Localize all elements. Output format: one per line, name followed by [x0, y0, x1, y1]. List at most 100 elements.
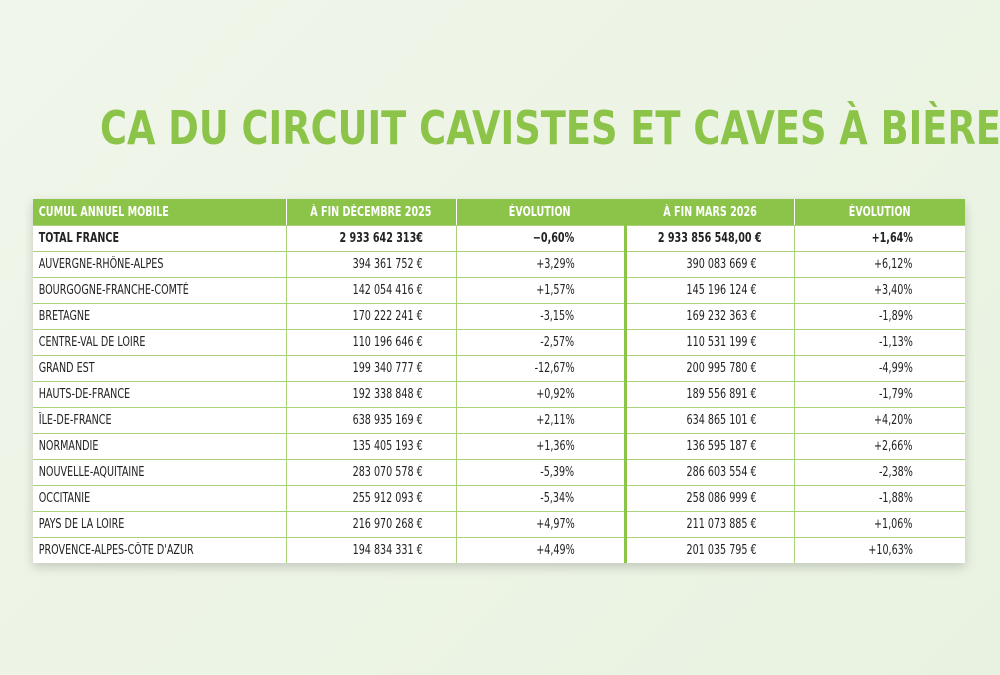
evolution-2-value: +1,64%: [794, 225, 965, 252]
fin-mars-value-text: 200 995 780 €: [686, 361, 757, 376]
evolution-2-value: -4,99%: [794, 355, 965, 382]
fin-mars-value: 286 603 554 €: [625, 459, 795, 486]
evolution-2-value-text: +1,64%: [871, 231, 913, 246]
evolution-2-value-text: +6,12%: [874, 257, 913, 272]
header-fin-mars-label: À FIN MARS 2026: [663, 204, 757, 220]
fin-decembre-value-text: 216 970 268 €: [352, 517, 423, 532]
header-evolution-2-label: ÉVOLUTION: [848, 204, 911, 220]
table-row: OCCITANIE 255 912 093 € -5,34% 258 086 999 …: [33, 485, 965, 512]
table-row: NOUVELLE-AQUITAINE 283 070 578 € -5,39% 286…: [33, 459, 965, 486]
fin-mars-value-text: 286 603 554 €: [686, 465, 757, 480]
evolution-1-value: +2,11%: [456, 407, 627, 434]
evolution-1-value: −0,60%: [456, 225, 627, 252]
evolution-1-value-text: +2,11%: [535, 413, 575, 428]
evolution-2-value-text: -1,79%: [878, 387, 913, 402]
evolution-2-value: +6,12%: [794, 251, 965, 278]
evolution-2-value: +1,06%: [794, 511, 965, 538]
evolution-2-value-text: -1,89%: [878, 309, 913, 324]
region-cell: ÎLE-DE-FRANCE: [33, 407, 287, 434]
header-fin-mars: À FIN MARS 2026: [625, 199, 795, 226]
table-row: NORMANDIE 135 405 193 € +1,36% 136 595 187 …: [33, 433, 965, 460]
region-cell: BOURGOGNE-FRANCHE-COMTÉ: [33, 277, 287, 304]
region-cell: PROVENCE-ALPES-CÔTE D'AZUR: [33, 537, 287, 563]
table-row: BRETAGNE 170 222 241 € -3,15% 169 232 363 €…: [33, 303, 965, 330]
header-evolution-2: ÉVOLUTION: [794, 199, 965, 226]
header-fin-decembre-label: À FIN DÉCEMBRE 2025: [310, 204, 432, 220]
region-cell-text: BOURGOGNE-FRANCHE-COMTÉ: [38, 283, 189, 298]
fin-mars-value-text: 201 035 795 €: [686, 543, 757, 558]
fin-decembre-value-text: 255 912 093 €: [352, 491, 423, 506]
evolution-2-value: -1,79%: [794, 381, 965, 408]
fin-decembre-value: 170 222 241 €: [286, 303, 457, 330]
region-cell-text: GRAND EST: [38, 361, 95, 376]
evolution-2-value-text: +3,40%: [874, 283, 913, 298]
evolution-1-value-text: +3,29%: [535, 257, 575, 272]
evolution-2-value-text: -4,99%: [878, 361, 913, 376]
fin-mars-value-text: 145 196 124 €: [686, 283, 757, 298]
evolution-1-value: -5,39%: [456, 459, 627, 486]
fin-mars-value: 136 595 187 €: [625, 433, 795, 460]
table-row: GRAND EST 199 340 777 € -12,67% 200 995 780…: [33, 355, 965, 382]
fin-mars-value: 2 933 856 548,00 €: [625, 225, 795, 252]
region-cell: BRETAGNE: [33, 303, 287, 330]
fin-decembre-value-text: 194 834 331 €: [352, 543, 423, 558]
region-cell-text: ÎLE-DE-FRANCE: [38, 413, 112, 428]
fin-decembre-value: 283 070 578 €: [286, 459, 457, 486]
fin-mars-value: 634 865 101 €: [625, 407, 795, 434]
region-cell: TOTAL FRANCE: [33, 225, 287, 252]
evolution-2-value-text: +10,63%: [867, 543, 913, 558]
region-cell: AUVERGNE-RHÔNE-ALPES: [33, 251, 287, 278]
evolution-1-value-text: +1,36%: [535, 439, 575, 454]
fin-decembre-value: 216 970 268 €: [286, 511, 457, 538]
fin-mars-value-text: 634 865 101 €: [686, 413, 757, 428]
table-row: PROVENCE-ALPES-CÔTE D'AZUR 194 834 331 € +…: [33, 537, 965, 563]
fin-mars-value-text: 390 083 669 €: [686, 257, 757, 272]
evolution-1-value: -5,34%: [456, 485, 627, 512]
fin-decembre-value-text: 135 405 193 €: [352, 439, 423, 454]
fin-mars-value-text: 110 531 199 €: [686, 335, 757, 350]
page-title: CA DU CIRCUIT CAVISTES ET CAVES À BIÈRES: [100, 101, 1000, 155]
region-cell-text: CENTRE-VAL DE LOIRE: [38, 335, 146, 350]
evolution-1-value-text: -5,34%: [540, 491, 575, 506]
evolution-1-value: -2,57%: [456, 329, 627, 356]
evolution-1-value: +1,57%: [456, 277, 627, 304]
table-body: TOTAL FRANCE 2 933 642 313€ −0,60% 2 933 85…: [33, 225, 965, 563]
fin-mars-value: 201 035 795 €: [625, 537, 795, 563]
evolution-2-value: -1,89%: [794, 303, 965, 330]
header-fin-decembre: À FIN DÉCEMBRE 2025: [286, 199, 457, 226]
evolution-2-value-text: +2,66%: [874, 439, 913, 454]
evolution-1-value-text: -3,15%: [540, 309, 575, 324]
evolution-2-value-text: -1,88%: [878, 491, 913, 506]
table-row: ÎLE-DE-FRANCE 638 935 169 € +2,11% 634 865 …: [33, 407, 965, 434]
evolution-2-value: -2,38%: [794, 459, 965, 486]
fin-decembre-value-text: 283 070 578 €: [352, 465, 423, 480]
evolution-2-value-text: +1,06%: [874, 517, 913, 532]
fin-mars-value: 145 196 124 €: [625, 277, 795, 304]
region-cell: GRAND EST: [33, 355, 287, 382]
total-row: TOTAL FRANCE 2 933 642 313€ −0,60% 2 933 85…: [33, 225, 965, 252]
evolution-1-value: +3,29%: [456, 251, 627, 278]
evolution-2-value: +3,40%: [794, 277, 965, 304]
fin-mars-value-text: 189 556 891 €: [686, 387, 757, 402]
region-cell-text: NORMANDIE: [38, 439, 99, 454]
region-cell-text: OCCITANIE: [38, 491, 91, 506]
region-cell: NOUVELLE-AQUITAINE: [33, 459, 287, 486]
evolution-1-value: +4,97%: [456, 511, 627, 538]
region-cell-text: HAUTS-DE-FRANCE: [38, 387, 131, 402]
evolution-2-value-text: +4,20%: [874, 413, 913, 428]
evolution-1-value-text: -12,67%: [534, 361, 575, 376]
data-table-container: CUMUL ANNUEL MOBILE À FIN DÉCEMBRE 2025 …: [33, 199, 965, 563]
fin-decembre-value-text: 394 361 752 €: [352, 257, 423, 272]
region-cell-text: TOTAL FRANCE: [38, 231, 119, 246]
region-cell-text: AUVERGNE-RHÔNE-ALPES: [38, 257, 164, 272]
fin-decembre-value: 394 361 752 €: [286, 251, 457, 278]
evolution-1-value: -3,15%: [456, 303, 627, 330]
evolution-1-value-text: +4,97%: [535, 517, 575, 532]
table-row: PAYS DE LA LOIRE 216 970 268 € +4,97% 211 0…: [33, 511, 965, 538]
fin-decembre-value: 192 338 848 €: [286, 381, 457, 408]
evolution-2-value: +4,20%: [794, 407, 965, 434]
fin-decembre-value: 255 912 093 €: [286, 485, 457, 512]
region-cell: HAUTS-DE-FRANCE: [33, 381, 287, 408]
fin-decembre-value: 135 405 193 €: [286, 433, 457, 460]
fin-decembre-value: 110 196 646 €: [286, 329, 457, 356]
